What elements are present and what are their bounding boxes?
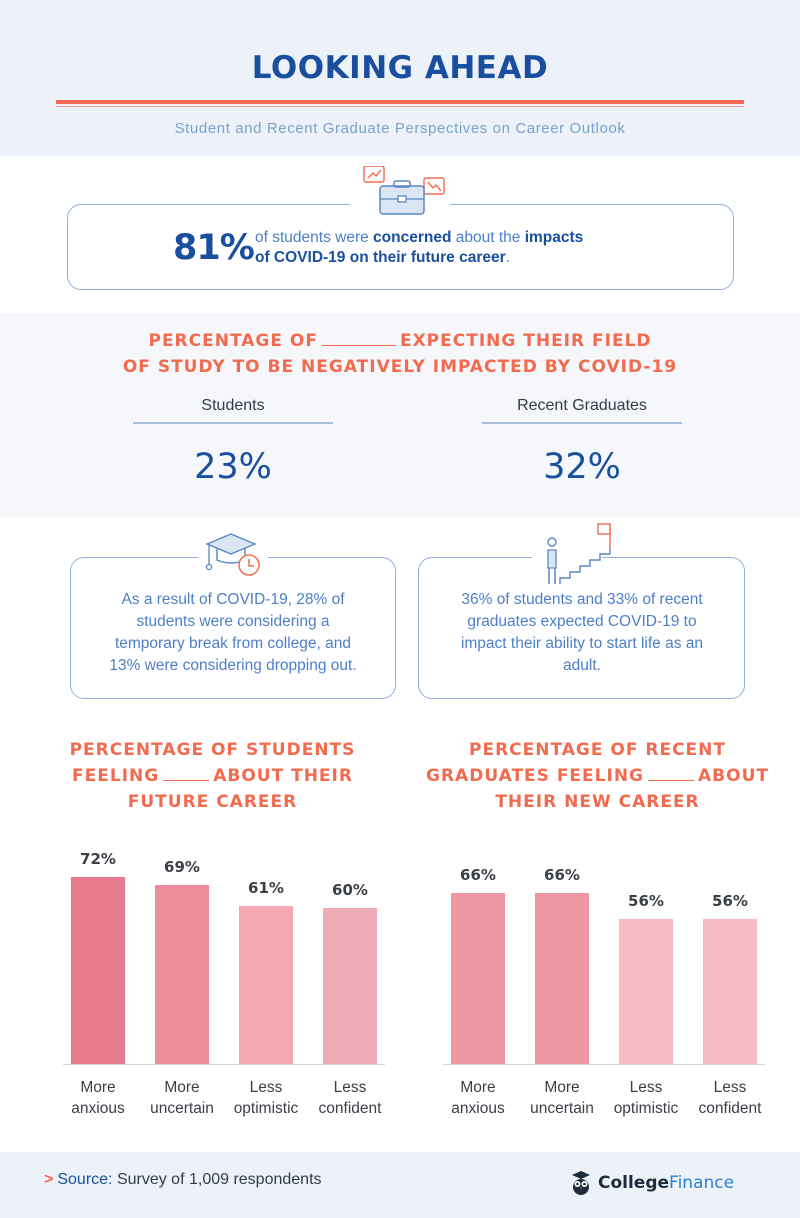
source-note: > Source: Survey of 1,009 respondents bbox=[44, 1171, 322, 1188]
bar-more-anxious bbox=[451, 892, 505, 1064]
bar-less-optimistic bbox=[619, 918, 673, 1064]
category-label-line: optimistic bbox=[613, 1100, 679, 1117]
grads-value: 32% bbox=[543, 447, 621, 487]
category-label-line: Less bbox=[333, 1079, 367, 1096]
break-card-text: As a result of COVID-19, 28% of students… bbox=[109, 591, 357, 674]
blank-line bbox=[163, 767, 210, 781]
category-label-line: Less bbox=[629, 1079, 663, 1096]
category-label-line: More bbox=[460, 1079, 496, 1096]
stairs-goal-icon bbox=[547, 523, 611, 584]
category-label-line: Less bbox=[249, 1079, 283, 1096]
adulthood-card bbox=[418, 557, 745, 699]
bar-value-label: 66% bbox=[460, 865, 496, 884]
category-label-line: Less bbox=[713, 1079, 747, 1096]
category-label: Less confident bbox=[303, 1077, 397, 1119]
category-label: Less confident bbox=[683, 1077, 777, 1119]
field-impact-band bbox=[0, 313, 800, 517]
brand-logo: CollegeFinance bbox=[570, 1170, 734, 1196]
brand-name: CollegeFinance bbox=[598, 1173, 735, 1193]
category-label-line: anxious bbox=[451, 1100, 505, 1117]
category-label-line: anxious bbox=[71, 1100, 125, 1117]
bar-value-label: 72% bbox=[80, 850, 116, 868]
concern-stat-box bbox=[67, 204, 734, 290]
adulthood-card-text: 36% of students and 33% of recent gradua… bbox=[460, 591, 704, 674]
bar-value-label: 66% bbox=[544, 865, 580, 884]
blank-line bbox=[648, 767, 694, 781]
chevron-right-icon: > bbox=[44, 1171, 54, 1188]
bar-less-confident bbox=[323, 908, 377, 1064]
break-card bbox=[70, 557, 396, 699]
bar-value-label: 60% bbox=[332, 881, 368, 900]
bar-more-anxious bbox=[71, 877, 125, 1064]
field-impact-title: PERCENTAGE OF EXPECTING THEIR FIELD OF ST… bbox=[122, 331, 678, 377]
page-title: LOOKING AHEAD bbox=[251, 50, 549, 86]
category-label-line: optimistic bbox=[233, 1100, 299, 1117]
students-divider bbox=[133, 422, 333, 424]
concern-percent: 81% bbox=[173, 228, 255, 268]
footer-band bbox=[0, 1152, 800, 1218]
bar-value-label: 69% bbox=[164, 857, 200, 876]
bar-less-optimistic bbox=[239, 905, 293, 1064]
category-label: More anxious bbox=[51, 1077, 145, 1119]
category-label-line: uncertain bbox=[150, 1100, 214, 1117]
category-label-line: More bbox=[164, 1079, 200, 1096]
grads-divider bbox=[482, 422, 682, 424]
category-label-line: uncertain bbox=[530, 1100, 594, 1117]
owl-mascot-icon bbox=[572, 1171, 590, 1195]
header-band bbox=[0, 0, 800, 156]
bar-less-confident bbox=[703, 918, 757, 1064]
x-axis-line bbox=[63, 1064, 385, 1065]
title-divider-thin bbox=[56, 106, 744, 107]
students-value: 23% bbox=[194, 447, 272, 487]
category-label: More uncertain bbox=[135, 1077, 229, 1119]
students-label: Students bbox=[201, 397, 265, 414]
grads-chart-title: PERCENTAGE OF RECENT GRADUATES FEELING AB… bbox=[426, 740, 769, 812]
category-label: More uncertain bbox=[515, 1077, 609, 1119]
students-chart-title: PERCENTAGE OF STUDENTS FEELING ABOUT THEI… bbox=[69, 740, 356, 812]
briefcase-trend-icon bbox=[363, 166, 445, 215]
title-divider bbox=[56, 100, 744, 104]
concern-text: of students were concerned about the imp… bbox=[255, 229, 584, 266]
bar-more-uncertain bbox=[155, 884, 209, 1064]
category-label: More anxious bbox=[431, 1077, 525, 1119]
grads-label: Recent Graduates bbox=[517, 397, 647, 414]
category-label: Less optimistic bbox=[219, 1077, 313, 1119]
bar-value-label: 56% bbox=[712, 891, 748, 910]
category-label-line: confident bbox=[318, 1100, 382, 1117]
graduation-cap-clock-icon bbox=[205, 533, 260, 576]
bar-value-label: 61% bbox=[248, 878, 284, 897]
category-label-line: More bbox=[80, 1079, 116, 1096]
x-axis-line bbox=[443, 1064, 765, 1065]
page-subtitle: Student and Recent Graduate Perspectives… bbox=[174, 120, 626, 137]
bar-value-label: 56% bbox=[628, 891, 664, 910]
category-label: Less optimistic bbox=[599, 1077, 693, 1119]
blank-line bbox=[321, 332, 396, 346]
category-label-line: confident bbox=[698, 1100, 762, 1117]
category-label-line: More bbox=[544, 1079, 580, 1096]
bar-more-uncertain bbox=[535, 892, 589, 1064]
